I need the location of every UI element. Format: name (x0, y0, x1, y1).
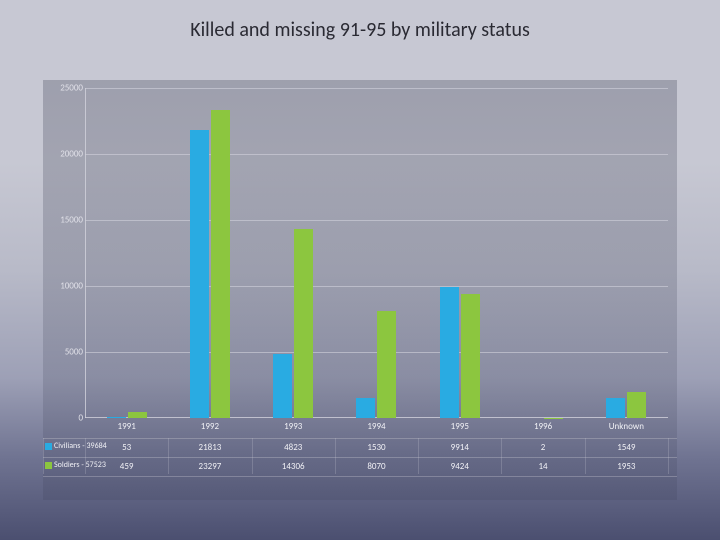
x-tick-label: Unknown (609, 421, 644, 432)
y-tick-label: 15000 (47, 215, 83, 226)
y-tick-label: 25000 (47, 83, 83, 94)
table-divider (85, 438, 86, 474)
table-divider (501, 438, 502, 474)
bar (273, 354, 292, 418)
legend-label: Civilians - 39684 (54, 441, 107, 451)
legend-entry: Civilians - 39684 (45, 441, 107, 451)
table-cell: 2 (541, 442, 546, 453)
bar-group (85, 88, 168, 418)
table-cell: 21813 (199, 442, 222, 453)
table-cell: 1549 (617, 442, 635, 453)
table-cell: 53 (122, 442, 131, 453)
table-row: Civilians - 39684 53 21813 4823 1530 9914 2 154… (43, 438, 677, 457)
bar-group (585, 88, 668, 418)
chart-area: 0500010000150002000025000 19911992199319… (43, 80, 677, 500)
x-tick-label: 1996 (534, 421, 552, 432)
table-cell: 9914 (451, 442, 469, 453)
table-divider (668, 438, 669, 474)
bar-group (252, 88, 335, 418)
table-cell: 1953 (617, 461, 635, 472)
table-cell: 9424 (451, 461, 469, 472)
table-cell: 14 (539, 461, 548, 472)
table-cell: 14306 (282, 461, 305, 472)
data-table: Civilians - 39684 53 21813 4823 1530 9914 2 154… (43, 438, 677, 477)
bar (606, 398, 625, 418)
bar-group (335, 88, 418, 418)
slide: Killed and missing 91-95 by military sta… (0, 0, 720, 540)
table-row: Soldiers - 57523 459 23297 14306 8070 9424 14 1… (43, 457, 677, 476)
table-divider (168, 438, 169, 474)
bar (377, 311, 396, 418)
bar (461, 294, 480, 418)
x-tick-label: 1995 (451, 421, 469, 432)
table-cell: 1530 (367, 442, 385, 453)
y-tick-label: 0 (47, 413, 83, 424)
bar-group (418, 88, 501, 418)
bar (440, 287, 459, 418)
table-cell: 459 (120, 461, 134, 472)
x-tick-label: 1994 (367, 421, 385, 432)
plot-region (85, 88, 668, 418)
legend-swatch (45, 443, 52, 450)
bar (356, 398, 375, 418)
y-tick-label: 5000 (47, 347, 83, 358)
bar (211, 110, 230, 418)
y-tick-label: 20000 (47, 149, 83, 160)
table-cell: 23297 (199, 461, 222, 472)
bar (107, 417, 126, 418)
bars-container (85, 88, 668, 418)
legend-entry: Soldiers - 57523 (45, 460, 106, 470)
table-cell: 4823 (284, 442, 302, 453)
legend-swatch (45, 462, 52, 469)
bar (128, 412, 147, 418)
x-tick-label: 1992 (201, 421, 219, 432)
bar (294, 229, 313, 418)
x-tick-label: 1991 (118, 421, 136, 432)
bar (190, 130, 209, 418)
table-divider (252, 438, 253, 474)
legend-label: Soldiers - 57523 (54, 460, 106, 470)
table-cell: 8070 (367, 461, 385, 472)
bar (627, 392, 646, 418)
chart-title: Killed and missing 91-95 by military sta… (0, 18, 720, 42)
x-tick-label: 1993 (284, 421, 302, 432)
table-divider (418, 438, 419, 474)
table-divider (585, 438, 586, 474)
bar-group (501, 88, 584, 418)
table-divider (335, 438, 336, 474)
bar-group (168, 88, 251, 418)
x-tick-labels: 1991 1992 1993 1994 1995 1996 Unknown (85, 421, 668, 435)
y-tick-label: 10000 (47, 281, 83, 292)
